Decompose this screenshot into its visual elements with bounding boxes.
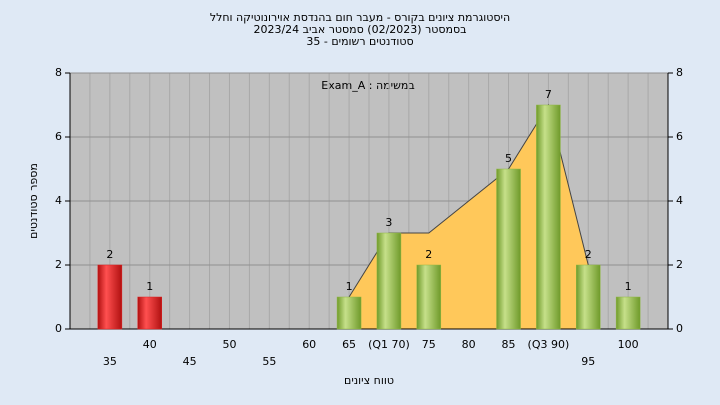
y2-tick-label: 0 [676,322,683,335]
value-label: 7 [545,88,552,101]
bar [615,296,641,330]
bar [576,264,601,330]
y-tick-label: 8 [55,66,62,79]
x-tick-label: (Q1 70) [368,338,410,351]
value-label: 1 [146,280,153,293]
value-label: 3 [385,216,392,229]
x-tick-label: 80 [462,338,476,351]
y2-tick-label: 8 [676,66,683,79]
x-tick-label: 40 [143,338,157,351]
bar [336,296,362,330]
y-axis-label: מספר סטודנטים [27,163,40,239]
value-label: 1 [346,280,353,293]
chart-title: היסטוגרמת ציונים בקורס - מעבר חום בהנדסת… [210,11,510,24]
x-tick-label: 65 [342,338,356,351]
x-axis-label: טווח ציונים [344,374,394,387]
bar [137,296,162,330]
annotation: במשימה : Exam_A [321,79,414,92]
y2-tick-label: 6 [676,130,683,143]
bar [376,232,402,330]
chart-subtitle: בסמסטר (02/2023) סמסטר אביב 2023/24 [253,23,466,36]
y-tick-label: 0 [55,322,62,335]
y-tick-label: 6 [55,130,62,143]
bar [496,168,521,330]
x-tick-label: 50 [222,338,236,351]
value-label: 2 [585,248,592,261]
value-label: 5 [505,152,512,165]
x-tick-label: 100 [618,338,639,351]
x-tick-label: 45 [183,355,197,368]
value-label: 2 [106,248,113,261]
y-tick-label: 4 [55,194,62,207]
bar [536,104,561,330]
bar [97,264,123,330]
chart-subtitle: סטודנטים רשומים - 35 [306,35,413,48]
y2-tick-label: 2 [676,258,683,271]
value-label: 2 [425,248,432,261]
x-tick-label: 85 [502,338,516,351]
x-tick-label: 75 [422,338,436,351]
y-tick-label: 2 [55,258,62,271]
x-tick-label: 35 [103,355,117,368]
bar [416,264,442,330]
x-tick-label: 55 [262,355,276,368]
value-label: 1 [625,280,632,293]
x-tick-label: 60 [302,338,316,351]
y2-tick-label: 4 [676,194,683,207]
x-tick-label: 95 [581,355,595,368]
x-tick-label: (Q3 90) [528,338,570,351]
area [349,105,589,329]
